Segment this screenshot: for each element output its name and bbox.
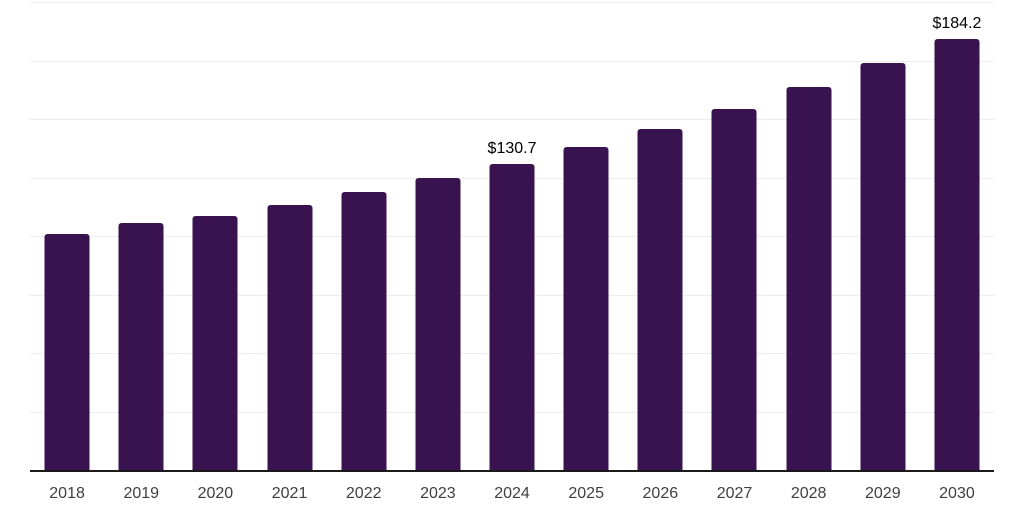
bar-slot-2024: $130.7 <box>475 2 549 470</box>
x-tick-label-2029: 2029 <box>865 485 901 502</box>
bar-slot-2029 <box>846 2 920 470</box>
x-tick-label-2021: 2021 <box>271 485 308 502</box>
x-tick-label-2020: 2020 <box>197 485 234 502</box>
x-tick-label-2024: 2024 <box>494 485 530 502</box>
bar-slot-2026 <box>623 2 697 470</box>
bar-2030 <box>934 38 980 470</box>
bar-slot-2019 <box>104 2 178 470</box>
bar-slot-2025 <box>549 2 623 470</box>
bar-slot-2028 <box>772 2 846 470</box>
bar-2028 <box>786 87 832 470</box>
bar-2027 <box>711 108 757 470</box>
bar-2020 <box>192 216 238 470</box>
x-tick-label-2025: 2025 <box>568 485 604 502</box>
gridline-200 <box>30 2 994 3</box>
bar-series: $130.7 $184.2 <box>30 2 994 470</box>
x-axis-tick-labels: 2018 2019 2020 2021 2022 2023 2024 2025 2026 2027… <box>30 486 994 502</box>
bar-slot-2020 <box>178 2 252 470</box>
bar-slot-2023 <box>401 2 475 470</box>
bar-2024 <box>489 164 535 470</box>
x-tick-label-2026: 2026 <box>642 485 679 502</box>
x-axis-line <box>30 470 994 472</box>
x-tick-label-2028: 2028 <box>790 485 827 502</box>
bar-2022 <box>341 191 387 470</box>
bar-slot-2018 <box>30 2 104 470</box>
x-tick-label-2022: 2022 <box>345 485 382 502</box>
bar-slot-2030: $184.2 <box>920 2 994 470</box>
bar-2025 <box>563 147 609 470</box>
x-tick-label-2030: 2030 <box>939 485 975 502</box>
plot-area: $130.7 $184.2 <box>30 2 994 472</box>
bar-2018 <box>44 233 90 470</box>
bar-2019 <box>118 222 164 470</box>
bar-slot-2027 <box>697 2 771 470</box>
bar-slot-2021 <box>252 2 326 470</box>
gridline-150 <box>30 119 994 120</box>
bar-2029 <box>860 62 906 470</box>
bar-value-label-2030: $184.2 <box>932 14 982 32</box>
x-tick-label-2019: 2019 <box>123 485 160 502</box>
bar-2023 <box>415 177 461 470</box>
x-tick-label-2027: 2027 <box>716 485 753 502</box>
bar-value-label-2024: $130.7 <box>487 140 537 158</box>
gridline-175 <box>30 60 994 62</box>
x-tick-label-2023: 2023 <box>420 485 456 502</box>
x-tick-label-2018: 2018 <box>49 485 85 502</box>
bar-slot-2022 <box>327 2 401 470</box>
bar-2026 <box>637 128 683 470</box>
bar-2021 <box>267 205 313 470</box>
